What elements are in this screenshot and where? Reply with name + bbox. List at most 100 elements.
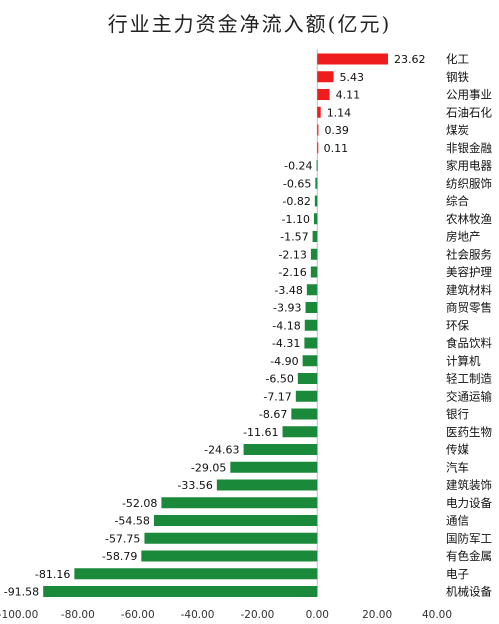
x-tick-label: -60.00 bbox=[121, 609, 155, 621]
data-label: -8.67 bbox=[259, 408, 287, 421]
data-label: -81.16 bbox=[35, 568, 70, 581]
category-label: 通信 bbox=[446, 514, 469, 528]
data-label: -4.18 bbox=[272, 319, 300, 332]
bar-环保 bbox=[304, 319, 318, 331]
data-label: -1.10 bbox=[282, 213, 310, 226]
bar-计算机 bbox=[302, 355, 318, 367]
bar-化工 bbox=[317, 53, 388, 65]
category-label: 国防军工 bbox=[446, 531, 492, 545]
category-label: 商贸零售 bbox=[446, 301, 492, 315]
data-label: 0.11 bbox=[324, 142, 349, 155]
data-label: -2.13 bbox=[278, 248, 306, 261]
data-label: -3.93 bbox=[273, 302, 301, 315]
category-label: 综合 bbox=[446, 194, 469, 208]
bar-农林牧渔 bbox=[313, 213, 318, 225]
x-tick-label: 40.00 bbox=[422, 609, 452, 621]
category-label: 电子 bbox=[446, 567, 469, 581]
bar-轻工制造 bbox=[297, 373, 318, 384]
bar-国防军工 bbox=[144, 532, 318, 544]
chart-title: 行业主力资金净流入额(亿元) bbox=[107, 12, 392, 36]
bar-食品饮料 bbox=[304, 337, 318, 349]
category-label: 传媒 bbox=[446, 443, 469, 457]
data-label: -4.90 bbox=[270, 355, 298, 368]
data-label: -11.61 bbox=[243, 426, 278, 439]
category-label: 交通运输 bbox=[446, 389, 492, 403]
bar-通信 bbox=[153, 515, 318, 526]
bar-医药生物 bbox=[282, 426, 318, 438]
data-label: -7.17 bbox=[263, 390, 291, 403]
category-label: 环保 bbox=[446, 318, 469, 332]
bar-综合 bbox=[314, 195, 318, 207]
category-label: 计算机 bbox=[446, 354, 481, 368]
category-label: 化工 bbox=[446, 52, 469, 66]
category-label: 电力设备 bbox=[446, 496, 492, 510]
data-label: -91.58 bbox=[4, 586, 39, 599]
category-label: 非银金融 bbox=[446, 141, 492, 155]
category-label: 家用电器 bbox=[446, 159, 492, 173]
x-tick-label: -20.00 bbox=[240, 609, 274, 621]
bar-钢铁 bbox=[317, 71, 334, 83]
data-label: -58.79 bbox=[102, 550, 137, 563]
data-label: -6.50 bbox=[265, 373, 293, 386]
bar-机械设备 bbox=[43, 586, 318, 597]
category-label: 房地产 bbox=[446, 230, 481, 244]
data-label: -2.16 bbox=[278, 266, 306, 279]
data-label: -1.57 bbox=[280, 231, 308, 244]
data-label: -54.58 bbox=[114, 515, 149, 528]
data-label: -0.24 bbox=[284, 160, 312, 173]
bar-电子 bbox=[74, 568, 318, 580]
bar-非银金融 bbox=[317, 142, 319, 154]
data-label: -24.63 bbox=[204, 444, 239, 457]
bar-电力设备 bbox=[161, 497, 318, 509]
bar-纺织服饰 bbox=[315, 177, 318, 189]
data-label: -52.08 bbox=[122, 497, 157, 510]
category-label: 美容护理 bbox=[446, 265, 492, 279]
bar-社会服务 bbox=[310, 248, 318, 260]
category-label: 石油石化 bbox=[446, 105, 492, 119]
category-label: 建筑装饰 bbox=[446, 478, 492, 492]
x-tick-label: -80.00 bbox=[61, 609, 95, 621]
bar-有色金属 bbox=[141, 550, 318, 562]
bar-建筑装饰 bbox=[216, 479, 318, 491]
bar-煤炭 bbox=[317, 124, 319, 136]
data-label: -0.82 bbox=[282, 195, 310, 208]
x-tick-label: 0.00 bbox=[306, 609, 329, 621]
data-label: 0.39 bbox=[324, 124, 349, 137]
data-label: -3.48 bbox=[274, 284, 302, 297]
category-label: 有色金属 bbox=[446, 549, 492, 563]
x-tick-label: 20.00 bbox=[362, 609, 392, 621]
data-label: 1.14 bbox=[327, 106, 352, 119]
category-label: 钢铁 bbox=[446, 70, 469, 84]
bar-银行 bbox=[291, 408, 318, 420]
bar-家用电器 bbox=[316, 160, 318, 171]
category-label: 公用事业 bbox=[446, 88, 492, 102]
category-label: 汽车 bbox=[446, 460, 469, 474]
bar-公用事业 bbox=[317, 89, 330, 100]
category-label: 银行 bbox=[446, 407, 469, 421]
bar-汽车 bbox=[230, 461, 318, 473]
bar-石油石化 bbox=[317, 106, 321, 118]
category-label: 农林牧渔 bbox=[446, 212, 492, 226]
category-label: 建筑材料 bbox=[446, 283, 492, 297]
bar-交通运输 bbox=[295, 390, 318, 402]
data-label: 5.43 bbox=[340, 71, 365, 84]
bar-美容护理 bbox=[310, 266, 318, 278]
bar-房地产 bbox=[312, 231, 318, 242]
category-label: 纺织服饰 bbox=[446, 176, 492, 190]
bar-传媒 bbox=[243, 444, 318, 455]
data-label: 4.11 bbox=[336, 89, 361, 102]
category-label: 医药生物 bbox=[446, 425, 492, 439]
bar-建筑材料 bbox=[306, 284, 318, 296]
category-label: 机械设备 bbox=[446, 585, 492, 599]
data-label: -33.56 bbox=[177, 479, 212, 492]
data-label: -0.65 bbox=[283, 177, 311, 190]
bar-商贸零售 bbox=[305, 302, 318, 313]
x-tick-label: -100.00 bbox=[0, 609, 38, 621]
category-label: 轻工制造 bbox=[446, 372, 492, 386]
data-label: -57.75 bbox=[105, 532, 140, 545]
data-label: -29.05 bbox=[191, 461, 226, 474]
data-label: 23.62 bbox=[394, 53, 426, 66]
x-tick-label: -40.00 bbox=[181, 609, 215, 621]
